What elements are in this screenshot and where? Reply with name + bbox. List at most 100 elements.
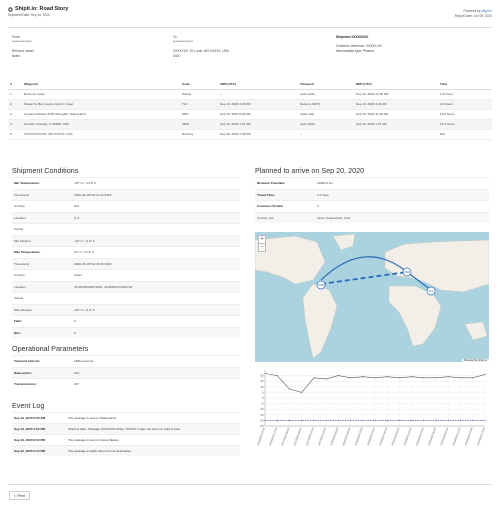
data-point <box>325 419 327 421</box>
waypoint-cell: truck (N/A) <box>298 89 354 100</box>
x-tick-label: 9/20/2020 00:00 <box>427 426 437 446</box>
data-point <box>325 378 327 380</box>
waypoint-cell <box>354 129 438 140</box>
zoom-in-button[interactable]: + <box>259 236 265 244</box>
x-tick-label: 9/19/2020 00:00 <box>378 426 388 446</box>
map-marker-ord[interactable]: ORD <box>316 280 326 290</box>
waypoint-cell: Rehovot, Israel <box>22 89 180 100</box>
kv-key: Max Temperature: <box>14 250 41 255</box>
x-tick-label: 9/19/2020 18:00 <box>415 426 425 446</box>
waypoint-row: 5 XXXXXXXXXXX, MO XXXXX, USA Delivery Sep 2… <box>8 129 492 140</box>
data-point <box>423 419 425 421</box>
svg-text:ZRH: ZRH <box>404 270 409 274</box>
kv-key: Travel Time: <box>257 192 275 197</box>
to-city: XXXXXXX, St. Louis, MO XXXXX, USA <box>173 49 229 53</box>
col-header: DEP (UTC) <box>354 80 438 90</box>
data-point <box>264 372 266 374</box>
print-button[interactable]: ⎙ Print <box>9 491 30 500</box>
planned-table: Distance Travelled: 11880.0 km Travel Time… <box>255 177 489 223</box>
waypoint-cell: Sep 16, 2020 12:35 PM <box>354 89 438 100</box>
kv-value: -20° C / -14.8° F <box>74 181 97 186</box>
merchandise-type: Merchandise type: Pharma <box>336 49 375 53</box>
kv-key: Max Allowed <box>14 307 32 312</box>
x-tick-label: 9/17/2020 12:00 <box>305 426 315 446</box>
flight-route-line <box>320 256 408 281</box>
x-tick-label: 9/20/2020 19:00 <box>476 426 486 446</box>
waypoint-cell: Unnamed Road, 8154 Oberglatt, Switzerlan… <box>22 109 180 120</box>
kv-row: Distance Travelled: 11880.0 km <box>255 177 489 189</box>
data-point <box>447 376 449 378</box>
x-tick-label: 9/17/2020 06:00 <box>292 426 302 446</box>
from-city: Rehovot, Israel <box>12 49 34 53</box>
data-point <box>288 419 290 421</box>
event-row: Sep 16, 2020 6:30 AM The package is now i… <box>12 412 240 423</box>
data-point <box>350 419 352 421</box>
kv-row: Countries Visited: 3 <box>255 200 489 212</box>
data-point <box>362 376 364 378</box>
planned-title: Planned to arrive on Sep 20, 2020 <box>255 166 365 175</box>
event-time: Sep 19, 2020 9:53 PM <box>14 438 46 442</box>
x-tick-label: 9/16/2020 12:00 <box>256 426 266 446</box>
kv-row: Transmit interval: 1800 seconds <box>12 355 240 367</box>
y-tick-label: -10 <box>259 407 263 411</box>
map-marker-tlv[interactable]: TLV <box>426 286 436 296</box>
waypoint-cell: ORD <box>180 119 218 130</box>
x-tick-label: 9/17/2020 18:00 <box>317 426 327 446</box>
data-point <box>472 419 474 421</box>
kv-row: Max Temperature: 22° C / 71.6° F <box>12 246 240 258</box>
route-map[interactable]: ORD ZRH TLV + − Powered by shipit.io <box>255 232 489 362</box>
kv-key: Location <box>14 215 26 220</box>
col-header: Time <box>438 80 492 90</box>
kv-key: Min Allowed <box>14 238 31 243</box>
kv-row: Country N/A <box>12 200 240 212</box>
kv-key: Data points: <box>14 370 32 375</box>
powered-by-link[interactable]: shipit.io <box>481 9 492 13</box>
kv-value: Israel <box>74 273 82 278</box>
divider <box>8 484 492 485</box>
waypoint-cell: 10.5 hours <box>438 109 492 120</box>
data-point <box>411 419 413 421</box>
kv-value: -20° C / -4.0° F <box>74 238 95 243</box>
waypoint-cell: truck (N/A) <box>298 119 354 130</box>
data-point <box>398 419 400 421</box>
leg-zrh-tlv <box>406 271 432 291</box>
data-point <box>447 419 449 421</box>
data-point <box>313 419 315 421</box>
header-right: Powered by shipit.io Report Date: Oct 05… <box>455 9 492 19</box>
map-canvas: ORD ZRH TLV <box>255 233 489 359</box>
waypoints-header-row: # Waypoint Code ARR (UTC) Transport DEP … <box>8 80 492 90</box>
waypoint-cell: 10.1 hours <box>438 119 492 130</box>
kv-row: Travel Time: 4.2 days <box>255 188 489 200</box>
kv-key: Transmissions: <box>14 382 37 387</box>
shipment-id: Shipment XXXXXXXX <box>336 35 369 39</box>
waypoint-cell: 5 <box>8 129 22 140</box>
data-point <box>386 419 388 421</box>
waypoint-cell: Swiss (LX257) <box>298 99 354 110</box>
col-header: ARR (UTC) <box>218 80 298 90</box>
kv-key: Country List <box>257 215 274 220</box>
zoom-out-button[interactable]: − <box>260 244 264 250</box>
waypoint-row: 3 Unnamed Road, 8154 Oberglatt, Switzerla… <box>8 109 492 120</box>
map-attribution: Powered by shipit.io <box>461 359 489 362</box>
waypoint-cell: 4 <box>8 119 22 130</box>
kv-key: Transmit interval: <box>14 359 40 364</box>
event-row: Sep 20, 2020 2:24 PM The package is withi… <box>12 445 240 456</box>
map-marker-zrh[interactable]: ZRH <box>402 267 412 277</box>
event-row: Sep 16, 2020 1:52 PM ShipIt.io Alert: Pac… <box>12 423 240 434</box>
y-tick-label: 15 <box>260 379 264 383</box>
from-country: Israel <box>12 54 20 58</box>
x-tick-label: 9/20/2020 12:00 <box>451 426 461 446</box>
kv-key: Min Temperature: <box>14 181 40 186</box>
col-header: # <box>8 80 22 90</box>
y-tick-label: -20 <box>259 418 263 422</box>
conditions-title: Shipment Conditions <box>12 166 79 175</box>
divider <box>8 27 492 28</box>
col-header: Waypoint <box>22 80 180 90</box>
waypoint-cell: Sep 20, 2020 7:39 PM <box>218 129 298 140</box>
to-label: To: <box>173 35 178 39</box>
kv-value: 11880.0 km <box>317 181 333 186</box>
waypoint-cell: Sep 16, 2020 11:30 AM <box>354 109 438 120</box>
kv-row: Location 0, 0 <box>12 211 240 223</box>
kv-value: 2020-09-16T14:06:32.032Z <box>74 261 112 266</box>
